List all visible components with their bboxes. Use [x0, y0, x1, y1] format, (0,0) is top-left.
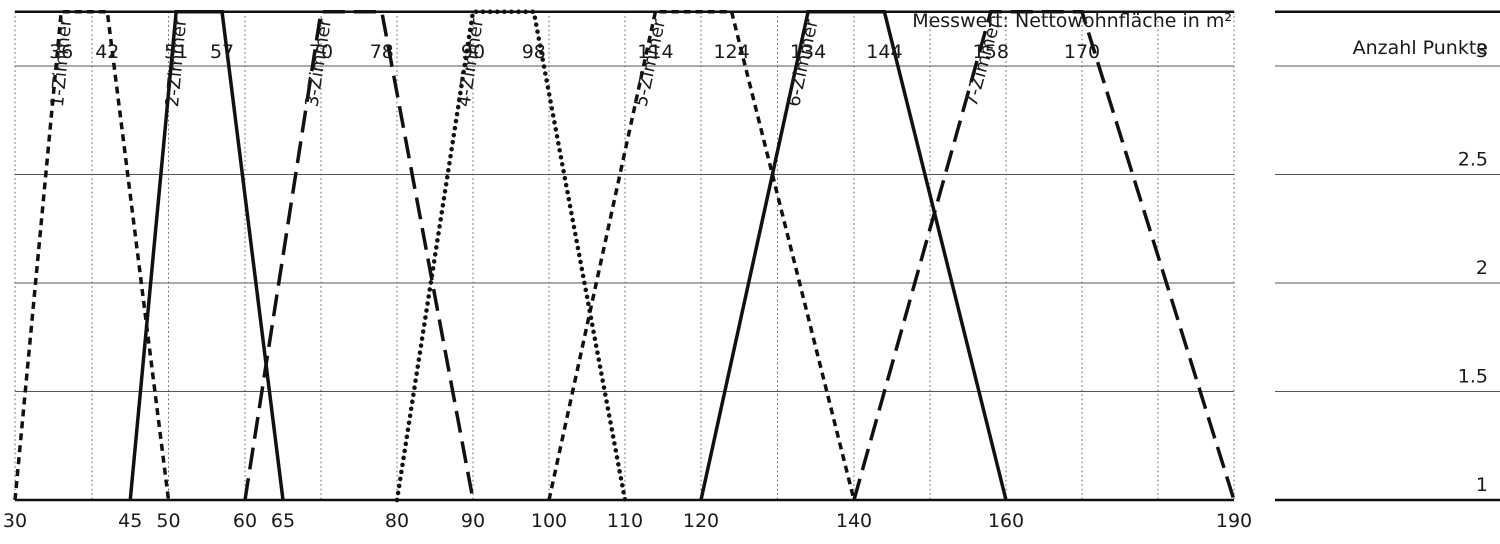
label-layer: 3 2.5 2 1.5 1 30 45 50 60 65 80 90 100 110 120 140 160 19…	[3, 17, 1488, 532]
x-top-tick-label: 114	[637, 41, 673, 63]
x-top-tick-label: 42	[95, 41, 119, 63]
y-tick-label: 3	[1476, 40, 1488, 62]
y-axis-title: Anzahl Punkte	[1353, 37, 1488, 59]
x-tick-label: 60	[233, 510, 257, 532]
x-top-tick-label: 124	[713, 41, 749, 63]
x-top-tick-label: 158	[973, 41, 1009, 63]
x-tick-label: 160	[988, 510, 1024, 532]
x-tick-label: 30	[3, 510, 27, 532]
series-line-1-zimmer	[13, 10, 171, 501]
y-tick-label: 2	[1476, 257, 1488, 279]
series-line-2-zimmer	[128, 10, 285, 501]
x-tick-label: 50	[156, 510, 180, 532]
series-layer	[13, 9, 1236, 503]
x-top-tick-label: 36	[49, 41, 73, 63]
x-top-tick-label: 70	[309, 41, 333, 63]
x-axis-title: Messwert: Nettowohnfläche in m²	[912, 10, 1232, 32]
x-tick-label: 45	[118, 510, 142, 532]
x-tick-label: 100	[531, 510, 567, 532]
y-tick-label: 1	[1476, 474, 1488, 496]
x-tick-label: 120	[683, 510, 719, 532]
x-top-tick-label: 90	[461, 41, 485, 63]
grid-layer	[14, 10, 1500, 502]
x-tick-label: 110	[607, 510, 643, 532]
x-tick-label: 65	[271, 510, 295, 532]
series-label: 2-Zimmer	[162, 17, 191, 108]
x-top-tick-label: 78	[370, 41, 394, 63]
series-line-3-zimmer	[243, 10, 475, 501]
y-tick-label: 1.5	[1458, 366, 1488, 388]
series-line-6-zimmer	[699, 10, 1008, 501]
x-top-tick-label: 98	[522, 41, 546, 63]
x-top-tick-label: 144	[866, 41, 902, 63]
series-line-7-zimmer	[852, 10, 1236, 501]
x-tick-label: 190	[1216, 510, 1252, 532]
x-tick-label: 90	[461, 510, 485, 532]
x-top-tick-label: 134	[790, 41, 826, 63]
y-tick-label: 2.5	[1458, 149, 1488, 171]
x-tick-label: 80	[385, 510, 409, 532]
series-line-4-zimmer	[394, 9, 628, 503]
series-label: 1-Zimmer	[47, 17, 76, 108]
x-top-tick-label: 57	[210, 41, 234, 63]
x-tick-label: 140	[836, 510, 872, 532]
x-top-tick-label: 51	[164, 41, 188, 63]
x-top-tick-label: 170	[1064, 41, 1100, 63]
